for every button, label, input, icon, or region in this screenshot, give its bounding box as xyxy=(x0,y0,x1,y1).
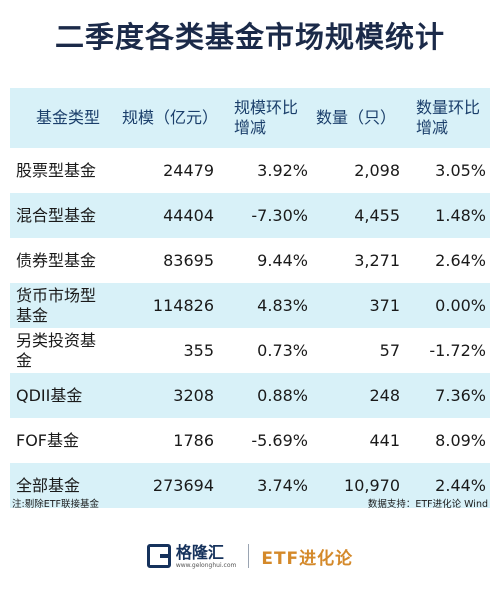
fund-type-cell: FOF基金 xyxy=(16,430,80,450)
count-cell: 3,271 xyxy=(354,250,400,270)
scale-change-cell: -7.30% xyxy=(251,205,308,225)
table-row: 债券型基金 83695 9.44% 3,271 2.64% xyxy=(10,238,490,283)
gelonghui-logo: 格隆汇 www.gelonghui.com xyxy=(175,542,237,569)
scale-cell: 1786 xyxy=(173,430,214,450)
count-cell: 10,970 xyxy=(344,475,400,495)
scale-change-cell: 0.88% xyxy=(257,385,308,405)
count-change-cell: -1.72% xyxy=(429,340,486,360)
scale-change-cell: 0.73% xyxy=(257,340,308,360)
scale-cell: 355 xyxy=(183,340,214,360)
header-count: 数量（只） xyxy=(315,108,396,127)
count-change-cell: 2.64% xyxy=(435,250,486,270)
fund-type-cell: 另类投资基金 xyxy=(16,330,97,370)
count-cell: 2,098 xyxy=(354,160,400,180)
fund-type-cell: QDII基金 xyxy=(16,385,83,405)
fund-type-cell: 债券型基金 xyxy=(16,250,97,270)
fund-scale-table: 基金类型 规模（亿元） 规模环比 增减 数量（只） 数量环比 增减 股票型基金 244… xyxy=(10,88,490,508)
table-row: 另类投资基金 355 0.73% 57 -1.72% xyxy=(10,328,490,373)
table-body: 股票型基金 24479 3.92% 2,098 3.05% 混合型基金 44404 -7.30… xyxy=(10,148,490,508)
scale-change-cell: -5.69% xyxy=(251,430,308,450)
count-cell: 4,455 xyxy=(354,205,400,225)
scale-change-cell: 3.92% xyxy=(257,160,308,180)
count-cell: 57 xyxy=(379,340,400,360)
fund-type-cell: 混合型基金 xyxy=(16,205,97,225)
fund-type-cell: 货币市场型 基金 xyxy=(16,285,97,325)
scale-cell: 273694 xyxy=(152,475,214,495)
fund-type-cell: 全部基金 xyxy=(16,475,81,495)
table-header-row: 基金类型 规模（亿元） 规模环比 增减 数量（只） 数量环比 增减 xyxy=(10,88,490,148)
count-cell: 371 xyxy=(369,295,400,315)
header-fund-type: 基金类型 xyxy=(35,108,100,127)
scale-change-cell: 9.44% xyxy=(257,250,308,270)
brand-bar: 格隆汇 www.gelonghui.com ETF进化论 xyxy=(0,540,500,572)
scale-cell: 24479 xyxy=(163,160,214,180)
scale-change-cell: 4.83% xyxy=(257,295,308,315)
logo-name: 格隆汇 xyxy=(175,542,224,562)
count-change-cell: 7.36% xyxy=(435,385,486,405)
brand-divider xyxy=(248,544,250,568)
table-row: 全部基金 273694 3.74% 10,970 2.44% xyxy=(10,463,490,508)
table-row: FOF基金 1786 -5.69% 441 8.09% xyxy=(10,418,490,463)
table-row: 混合型基金 44404 -7.30% 4,455 1.48% xyxy=(10,193,490,238)
scale-cell: 3208 xyxy=(173,385,214,405)
logo-url: www.gelonghui.com xyxy=(175,561,237,569)
count-cell: 248 xyxy=(369,385,400,405)
gelonghui-logo-icon xyxy=(146,544,171,568)
header-scale: 规模（亿元） xyxy=(121,108,218,127)
count-change-cell: 3.05% xyxy=(435,160,486,180)
scale-cell: 83695 xyxy=(163,250,214,270)
count-change-cell: 2.44% xyxy=(435,475,486,495)
table-row: 货币市场型 基金 114826 4.83% 371 0.00% xyxy=(10,283,490,328)
count-cell: 441 xyxy=(369,430,400,450)
etf-brand-name: ETF进化论 xyxy=(261,548,354,569)
table-row: 股票型基金 24479 3.92% 2,098 3.05% xyxy=(10,148,490,193)
fund-type-cell: 股票型基金 xyxy=(16,160,97,180)
footnote-source: 数据支持：ETF进化论 Wind xyxy=(367,499,488,510)
count-change-cell: 0.00% xyxy=(435,295,486,315)
count-change-cell: 8.09% xyxy=(435,430,486,450)
footnote-note: 注:剔除ETF联接基金 xyxy=(12,499,99,510)
header-count-change: 数量环比 增减 xyxy=(416,98,481,137)
scale-cell: 44404 xyxy=(163,205,214,225)
count-change-cell: 1.48% xyxy=(435,205,486,225)
table-row: QDII基金 3208 0.88% 248 7.36% xyxy=(10,373,490,418)
scale-change-cell: 3.74% xyxy=(257,475,308,495)
scale-cell: 114826 xyxy=(152,295,214,315)
header-scale-change: 规模环比 增减 xyxy=(234,98,299,137)
page-title: 二季度各类基金市场规模统计 xyxy=(54,20,445,54)
